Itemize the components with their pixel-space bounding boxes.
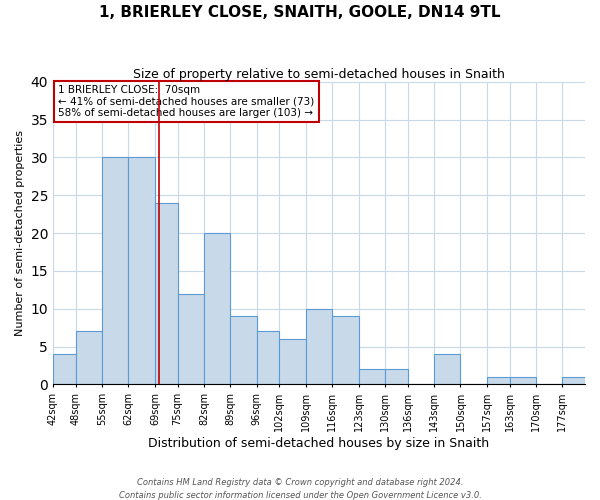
Bar bbox=[178, 294, 204, 384]
Text: 1, BRIERLEY CLOSE, SNAITH, GOOLE, DN14 9TL: 1, BRIERLEY CLOSE, SNAITH, GOOLE, DN14 9… bbox=[99, 5, 501, 20]
Bar bbox=[562, 377, 585, 384]
Bar bbox=[359, 370, 385, 384]
Bar bbox=[230, 316, 257, 384]
Bar bbox=[257, 332, 280, 384]
Title: Size of property relative to semi-detached houses in Snaith: Size of property relative to semi-detach… bbox=[133, 68, 505, 80]
Bar bbox=[509, 377, 536, 384]
Bar bbox=[53, 354, 76, 384]
X-axis label: Distribution of semi-detached houses by size in Snaith: Distribution of semi-detached houses by … bbox=[148, 437, 490, 450]
Bar bbox=[155, 203, 178, 384]
Text: Contains HM Land Registry data © Crown copyright and database right 2024.
Contai: Contains HM Land Registry data © Crown c… bbox=[119, 478, 481, 500]
Bar bbox=[487, 377, 509, 384]
Bar bbox=[76, 332, 102, 384]
Bar bbox=[102, 158, 128, 384]
Text: 1 BRIERLEY CLOSE:  70sqm
← 41% of semi-detached houses are smaller (73)
58% of s: 1 BRIERLEY CLOSE: 70sqm ← 41% of semi-de… bbox=[58, 84, 314, 118]
Bar bbox=[434, 354, 460, 384]
Bar bbox=[128, 158, 155, 384]
Bar bbox=[332, 316, 359, 384]
Bar bbox=[280, 339, 306, 384]
Y-axis label: Number of semi-detached properties: Number of semi-detached properties bbox=[15, 130, 25, 336]
Bar bbox=[204, 233, 230, 384]
Bar bbox=[306, 308, 332, 384]
Bar bbox=[385, 370, 407, 384]
